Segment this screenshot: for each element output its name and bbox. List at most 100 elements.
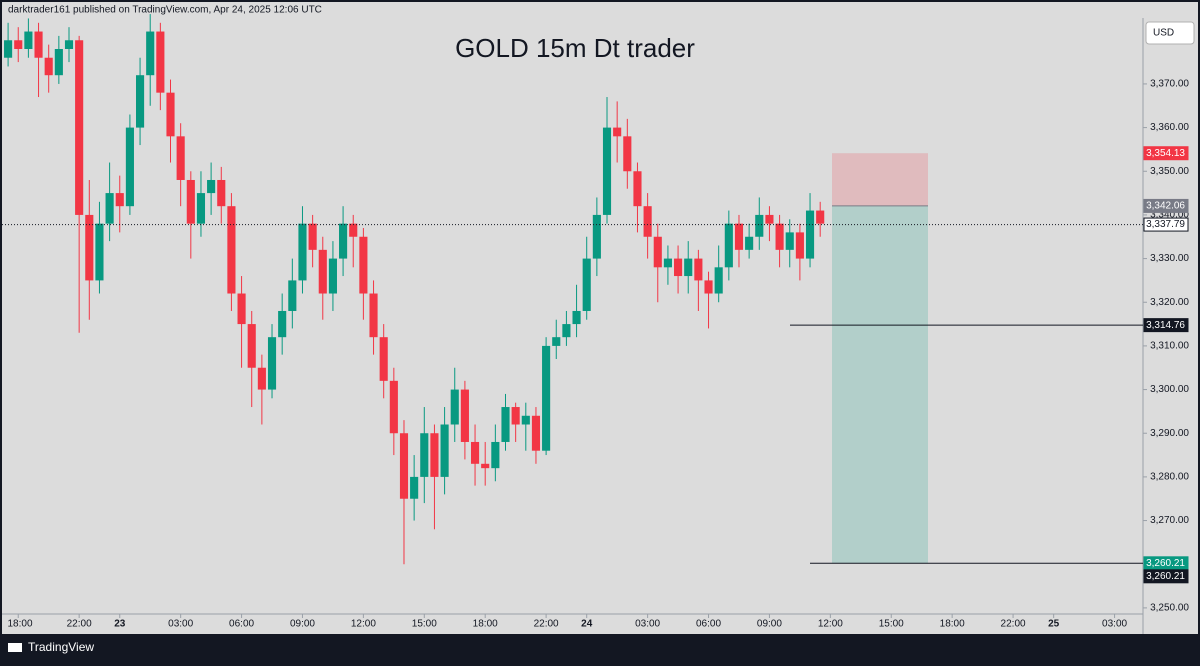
candle-body (816, 210, 825, 224)
y-tick-label: 3,270.00 (1150, 515, 1189, 526)
candle-body (95, 223, 104, 281)
candle-body (582, 258, 591, 311)
candle-body (775, 223, 784, 250)
candle-body (44, 57, 53, 76)
candle-body (339, 223, 348, 259)
x-tick-label: 18:00 (940, 619, 965, 630)
y-tick-label: 3,320.00 (1150, 297, 1189, 308)
candle-body (115, 193, 124, 207)
x-tick-label: 06:00 (696, 619, 721, 630)
x-tick-label: 18:00 (473, 619, 498, 630)
candle-body (125, 127, 134, 207)
price-tag (1143, 146, 1189, 161)
candle-body (592, 214, 601, 259)
candle-body (704, 280, 713, 294)
x-tick-label: 03:00 (168, 619, 193, 630)
candle-body (186, 179, 195, 224)
candle-body (247, 324, 256, 368)
price-tag-label: 3,354.13 (1146, 148, 1185, 159)
candle-body (440, 424, 449, 477)
candle-body (64, 40, 74, 50)
candle-body (176, 136, 185, 180)
candle-body (14, 40, 23, 50)
candle-body (552, 337, 561, 346)
candle-body (653, 236, 662, 268)
price-tag-label: 3,342.06 (1146, 201, 1185, 212)
x-tick-label: 15:00 (412, 619, 437, 630)
candle-body (146, 31, 155, 76)
candle-body (257, 367, 266, 390)
candle-body (481, 463, 490, 469)
candle-body (724, 223, 733, 268)
candle-body (531, 415, 541, 451)
price-tag (1143, 217, 1189, 232)
candle-body (602, 127, 612, 215)
candle-body (54, 49, 63, 76)
x-tick-label: 09:00 (757, 619, 782, 630)
candle-body (491, 441, 500, 469)
currency-box[interactable] (1145, 21, 1195, 45)
price-tag-label: 3,337.79 (1146, 219, 1185, 230)
candle-body (430, 433, 439, 477)
candle-body (237, 293, 246, 325)
stop-zone (832, 153, 928, 206)
chart-title: GOLD 15m Dt trader (455, 33, 695, 63)
candle-body (613, 127, 622, 137)
candle-body (511, 407, 520, 425)
y-tick-label: 3,300.00 (1150, 384, 1189, 395)
candle-body (755, 214, 764, 237)
logo (8, 643, 22, 652)
candle-body (328, 258, 337, 294)
candle-body (217, 179, 226, 207)
candle-body (389, 380, 398, 434)
y-tick-label: 3,340.00 (1150, 210, 1189, 221)
candle-body (450, 389, 459, 425)
price-tag (1143, 198, 1189, 213)
candle-body (349, 223, 358, 237)
x-tick-label: 25 (1048, 619, 1060, 630)
target-zone (832, 205, 928, 564)
y-tick-label: 3,280.00 (1150, 472, 1189, 483)
candle-body (623, 136, 632, 172)
candle-body (745, 236, 754, 250)
candle-body (207, 179, 216, 194)
candle-body (572, 310, 581, 325)
y-tick-label: 3,290.00 (1150, 428, 1189, 439)
candle-body (420, 433, 429, 477)
candle-body (562, 324, 571, 338)
candle-body (135, 75, 145, 128)
y-tick-label: 3,330.00 (1150, 253, 1189, 264)
price-tag-label: 3,260.21 (1146, 571, 1185, 582)
x-tick-label: 06:00 (229, 619, 254, 630)
candle-body (298, 223, 307, 281)
candle-body (399, 433, 409, 499)
candle-body (542, 345, 551, 451)
candle-body (105, 193, 114, 224)
y-tick-label: 3,310.00 (1150, 341, 1189, 352)
chart-bg (2, 2, 1198, 634)
x-tick-label: 23 (114, 619, 126, 630)
x-tick-label: 15:00 (879, 619, 904, 630)
candle-body (288, 280, 297, 311)
x-tick-label: 24 (581, 619, 593, 630)
candle-body (227, 206, 236, 294)
y-tick-label: 3,350.00 (1150, 166, 1189, 177)
x-tick-label: 09:00 (290, 619, 315, 630)
candle-body (805, 210, 815, 259)
candle-body (674, 258, 683, 277)
candle-body (379, 337, 388, 381)
footer-logo: TradingView (8, 640, 94, 654)
currency: USD (1153, 28, 1174, 39)
candle-body (684, 258, 693, 277)
x-tick-label: 03:00 (1102, 619, 1127, 630)
candle-body (166, 92, 175, 137)
candle-body (410, 476, 419, 499)
candle-body (278, 310, 287, 338)
candle-body (196, 193, 206, 224)
candle-body (156, 31, 165, 93)
candle-body (521, 415, 530, 425)
candle-body (308, 223, 317, 250)
candle-body (369, 293, 378, 338)
